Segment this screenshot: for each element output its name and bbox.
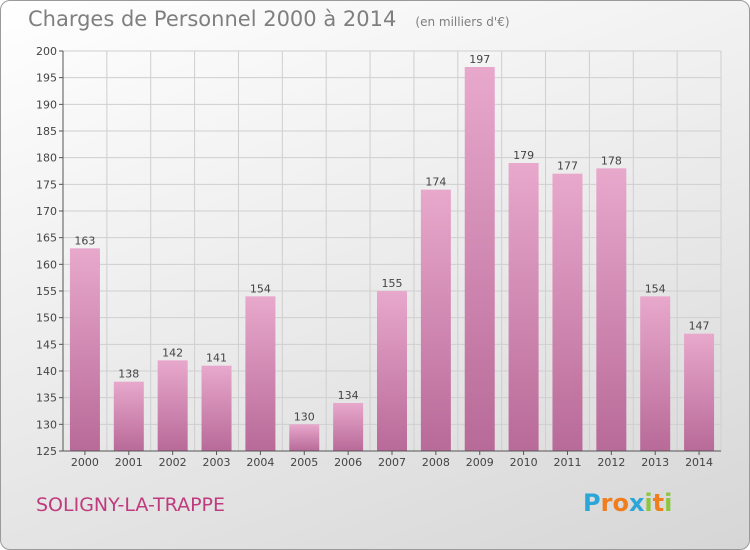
x-tick-label: 2013 bbox=[641, 456, 669, 469]
bar-2005 bbox=[289, 424, 320, 451]
data-label: 130 bbox=[294, 410, 315, 423]
logo-letter: r bbox=[600, 489, 613, 517]
y-tick-label: 145 bbox=[36, 338, 57, 351]
y-tick-label: 160 bbox=[36, 258, 57, 271]
y-tick-label: 190 bbox=[36, 98, 57, 111]
x-tick-label: 2005 bbox=[290, 456, 318, 469]
y-tick-label: 125 bbox=[36, 445, 57, 458]
bar-2000 bbox=[69, 248, 100, 451]
data-label: 142 bbox=[162, 346, 183, 359]
y-tick-label: 200 bbox=[36, 45, 57, 58]
town-name: SOLIGNY-LA-TRAPPE bbox=[36, 494, 226, 516]
chart-subtitle: (en milliers d'€) bbox=[415, 15, 510, 29]
data-label: 174 bbox=[425, 176, 446, 189]
x-tick-label: 2011 bbox=[553, 456, 581, 469]
x-tick-label: 2008 bbox=[422, 456, 450, 469]
data-label: 197 bbox=[469, 53, 490, 66]
data-label: 154 bbox=[645, 282, 666, 295]
bar-2003 bbox=[201, 365, 232, 451]
x-tick-label: 2002 bbox=[159, 456, 187, 469]
data-label: 134 bbox=[338, 389, 359, 402]
y-tick-label: 195 bbox=[36, 72, 57, 85]
x-tick-label: 2012 bbox=[597, 456, 625, 469]
bar-2002 bbox=[157, 360, 188, 451]
x-tick-label: 2007 bbox=[378, 456, 406, 469]
x-tick-label: 2003 bbox=[203, 456, 231, 469]
bar-2007 bbox=[377, 291, 407, 451]
y-tick-label: 180 bbox=[36, 152, 57, 165]
x-tick-label: 2004 bbox=[246, 456, 274, 469]
logo-letter: t bbox=[652, 489, 665, 517]
data-label: 141 bbox=[206, 352, 227, 365]
bar-2010 bbox=[508, 163, 539, 451]
data-label: 178 bbox=[601, 154, 622, 167]
x-tick-label: 2000 bbox=[71, 456, 99, 469]
x-tick-label: 2014 bbox=[685, 456, 713, 469]
bar-2001 bbox=[113, 381, 144, 451]
y-tick-label: 185 bbox=[36, 125, 57, 138]
bar-2006 bbox=[333, 403, 364, 451]
bar-2008 bbox=[420, 189, 451, 451]
logo-letter: i bbox=[664, 489, 673, 517]
y-tick-label: 170 bbox=[36, 205, 57, 218]
x-tick-label: 2010 bbox=[510, 456, 538, 469]
y-tick-label: 165 bbox=[36, 232, 57, 245]
bar-2014 bbox=[684, 333, 715, 451]
y-tick-label: 135 bbox=[36, 392, 57, 405]
chart-title: Charges de Personnel 2000 à 2014 bbox=[28, 7, 397, 31]
data-label: 179 bbox=[513, 149, 534, 162]
x-tick-label: 2001 bbox=[115, 456, 143, 469]
logo-letter: P bbox=[583, 489, 601, 517]
bar-2009 bbox=[464, 67, 495, 451]
logo-letter: o bbox=[612, 489, 629, 517]
bar-2012 bbox=[596, 168, 627, 452]
y-tick-label: 150 bbox=[36, 312, 57, 325]
proxiti-logo: Proxiti bbox=[583, 489, 672, 517]
data-label: 154 bbox=[250, 282, 271, 295]
data-label: 155 bbox=[382, 277, 403, 290]
x-tick-label: 2009 bbox=[466, 456, 494, 469]
y-tick-label: 175 bbox=[36, 178, 57, 191]
data-label: 177 bbox=[557, 160, 578, 173]
data-label: 147 bbox=[689, 320, 710, 333]
bar-2011 bbox=[552, 173, 583, 451]
x-tick-label: 2006 bbox=[334, 456, 362, 469]
logo-letter: x bbox=[628, 489, 645, 517]
bar-2013 bbox=[640, 296, 671, 451]
y-tick-label: 140 bbox=[36, 365, 57, 378]
chart-title-block: Charges de Personnel 2000 à 2014 (en mil… bbox=[28, 7, 510, 31]
y-tick-label: 155 bbox=[36, 285, 57, 298]
logo-letter: i bbox=[644, 489, 653, 517]
data-label: 138 bbox=[118, 368, 139, 381]
y-tick-label: 130 bbox=[36, 418, 57, 431]
bar-2004 bbox=[245, 296, 276, 451]
data-label: 163 bbox=[74, 234, 95, 247]
